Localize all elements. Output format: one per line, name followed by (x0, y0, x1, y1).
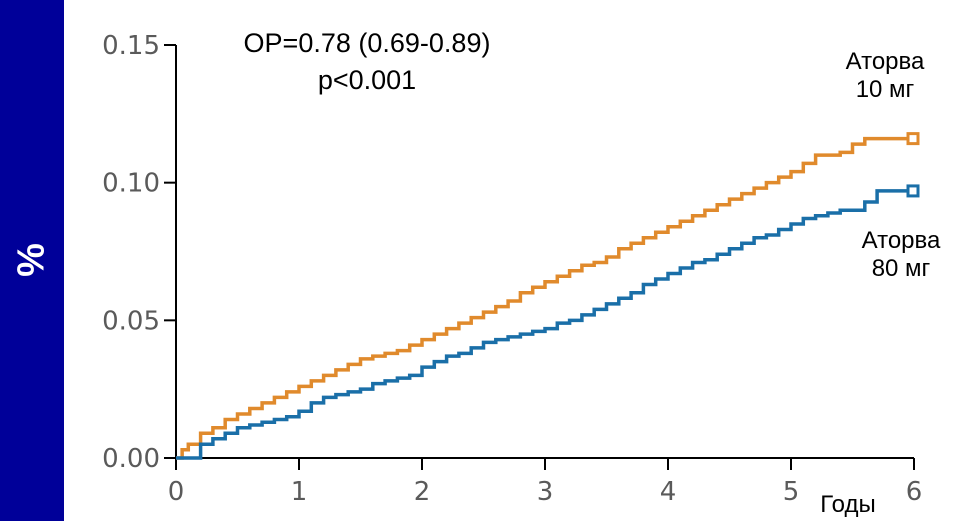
x-tick-label: 6 (906, 477, 923, 507)
x-tick-label: 1 (291, 477, 308, 507)
hazard-ratio-annotation: ОР=0.78 (0.69-0.89) (244, 28, 491, 58)
series-label-80mg-line1: Аторва (862, 227, 941, 254)
y-tick-label: 0.00 (102, 444, 160, 474)
y-tick-label: 0.05 (102, 306, 160, 336)
x-tick-label: 5 (783, 477, 800, 507)
axes: 0.00 0.05 0.10 0.15 0 1 2 3 4 5 6 (102, 31, 922, 507)
series-layer (176, 132, 920, 460)
series-end-marker (906, 184, 920, 198)
x-axis-label: Годы (820, 491, 875, 518)
x-tick-label: 4 (660, 477, 677, 507)
y-tick-label: 0.15 (102, 31, 160, 61)
p-value-annotation: p<0.001 (318, 65, 416, 95)
x-tick-label: 3 (537, 477, 554, 507)
y-tick-label: 0.10 (102, 169, 160, 199)
series-line-atorva-80mg (176, 189, 914, 460)
series-label-10mg-line2: 10 мг (856, 76, 915, 103)
series-end-marker (906, 132, 920, 146)
series-label-10mg-line1: Аторва (846, 48, 925, 75)
x-tick-label: 2 (414, 477, 431, 507)
x-tick-label: 0 (168, 477, 185, 507)
series-line-atorva-10mg (176, 136, 914, 460)
series-label-80mg-line2: 80 мг (872, 255, 931, 282)
